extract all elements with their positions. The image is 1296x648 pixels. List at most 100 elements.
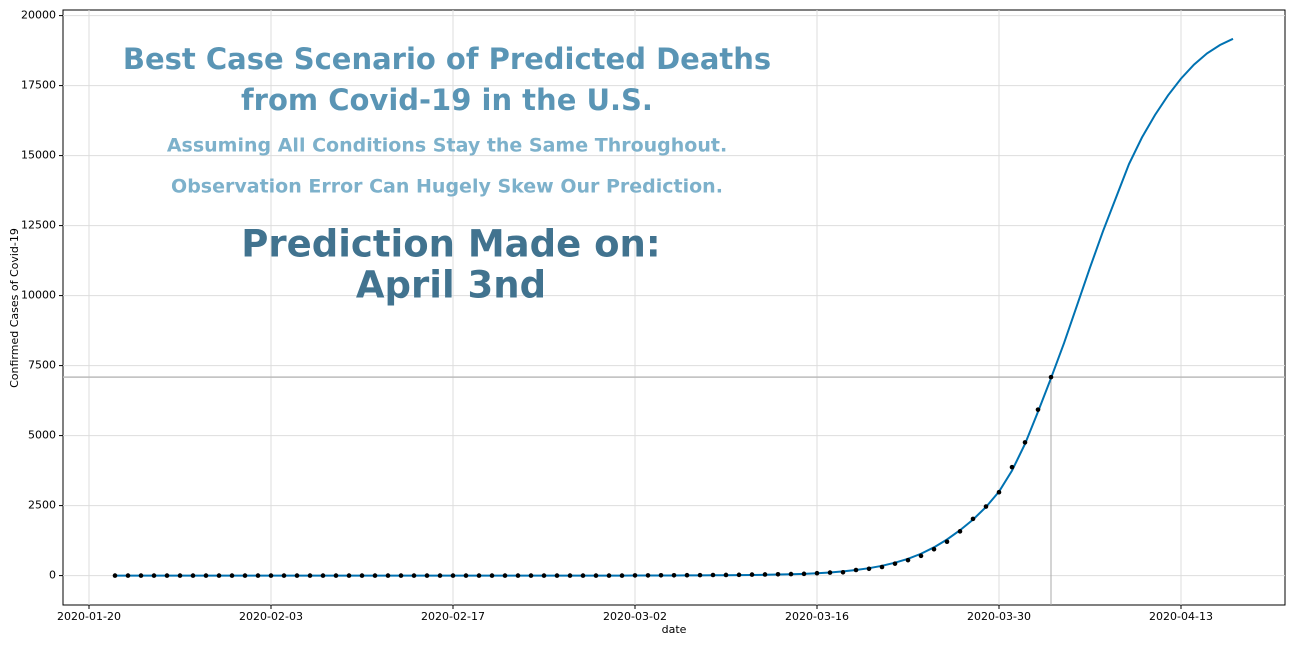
observed-point — [463, 573, 469, 578]
y-tick-label: 10000 — [21, 289, 56, 302]
grid — [63, 10, 1285, 605]
observed-point — [1048, 374, 1054, 380]
observed-point — [814, 570, 820, 576]
observed-point — [541, 573, 547, 578]
observed-point — [1022, 440, 1028, 445]
observed-point — [840, 569, 846, 575]
observed-point — [671, 572, 677, 578]
observed-point — [996, 489, 1002, 495]
y-axis-label: Confirmed Cases of Covid-19 — [8, 228, 21, 388]
observed-point — [268, 573, 274, 578]
observed-point — [515, 573, 521, 578]
observed-point — [801, 571, 807, 577]
observed-point — [424, 573, 430, 578]
y-tick-label: 20000 — [21, 9, 56, 22]
note: Assuming All Conditions Stay the Same Th… — [167, 135, 727, 157]
observed-point — [450, 573, 456, 578]
x-tick-label: 2020-01-20 — [57, 610, 121, 623]
observed-point — [645, 573, 651, 578]
observed-point — [528, 573, 534, 578]
observed-point — [983, 504, 989, 509]
observed-point — [905, 557, 911, 563]
observed-point — [372, 573, 378, 578]
observed-point — [606, 573, 612, 578]
observed-point — [229, 573, 235, 578]
observed-point — [437, 573, 443, 578]
observed-point — [502, 573, 508, 578]
prediction-date: April 3nd — [356, 264, 546, 307]
note: Observation Error Can Hugely Skew Our Pr… — [171, 176, 723, 198]
observed-point — [164, 573, 170, 578]
title-line: from Covid-19 in the U.S. — [241, 83, 653, 117]
observed-point — [398, 573, 404, 578]
x-tick-label: 2020-03-02 — [603, 610, 667, 623]
y-tick-label: 2500 — [28, 499, 56, 512]
observed-point — [619, 573, 625, 578]
observed-point — [476, 573, 482, 578]
observed-point — [697, 572, 703, 578]
observed-point — [879, 564, 885, 570]
x-tick-label: 2020-02-03 — [239, 610, 303, 623]
observed-point — [333, 573, 339, 578]
y-tick-label: 15000 — [21, 149, 56, 162]
y-tick-label: 0 — [49, 569, 56, 582]
prediction-date: Prediction Made on: — [241, 223, 660, 266]
observed-point — [827, 570, 833, 575]
observed-point — [957, 529, 963, 534]
observed-point — [632, 573, 638, 578]
observed-point — [1009, 464, 1015, 470]
y-tick-label: 5000 — [28, 429, 56, 442]
observed-point — [411, 573, 417, 578]
observed-point — [242, 573, 248, 578]
y-tick-label: 12500 — [21, 219, 56, 232]
observed-point — [307, 573, 313, 578]
observed-point — [320, 573, 326, 578]
observed-point — [1035, 407, 1041, 412]
observed-point — [892, 561, 898, 566]
observed-point — [944, 539, 950, 545]
observed-point — [866, 566, 872, 572]
observed-point — [658, 572, 664, 578]
observed-point — [736, 572, 742, 578]
observed-point — [177, 573, 183, 578]
observed-point — [203, 573, 209, 578]
observed-point — [125, 573, 131, 578]
observed-point — [710, 572, 716, 578]
title-line: Best Case Scenario of Predicted Deaths — [123, 42, 771, 76]
observed-point — [970, 516, 976, 522]
observed-point — [931, 546, 937, 552]
observed-point — [684, 572, 690, 578]
x-axis-label: date — [662, 623, 687, 636]
observed-point — [723, 572, 729, 578]
observed-point — [554, 573, 560, 578]
observed-point — [190, 573, 196, 578]
x-tick-label: 2020-03-16 — [785, 610, 849, 623]
observed-point — [788, 571, 794, 577]
y-tick-label: 7500 — [28, 359, 56, 372]
observed-point — [216, 573, 222, 578]
observed-point — [749, 572, 755, 577]
observed-point — [255, 573, 261, 578]
observed-point — [918, 553, 924, 559]
y-tick-label: 17500 — [21, 79, 56, 92]
observed-point — [775, 571, 781, 577]
observed-point — [593, 573, 599, 578]
marks — [112, 37, 1234, 578]
observed-point — [567, 573, 573, 578]
observed-point — [138, 573, 144, 578]
observed-point — [762, 572, 768, 577]
observed-point — [580, 573, 586, 578]
observed-point — [385, 573, 391, 578]
observed-point — [294, 573, 300, 578]
observed-point — [281, 573, 287, 578]
x-tick-label: 2020-04-13 — [1149, 610, 1213, 623]
x-tick-label: 2020-03-30 — [967, 610, 1031, 623]
observed-point — [489, 573, 495, 578]
observed-point — [151, 573, 157, 578]
observed-point — [853, 567, 859, 573]
observed-point — [346, 573, 352, 578]
observed-point — [359, 573, 365, 578]
observed-point — [112, 573, 118, 578]
